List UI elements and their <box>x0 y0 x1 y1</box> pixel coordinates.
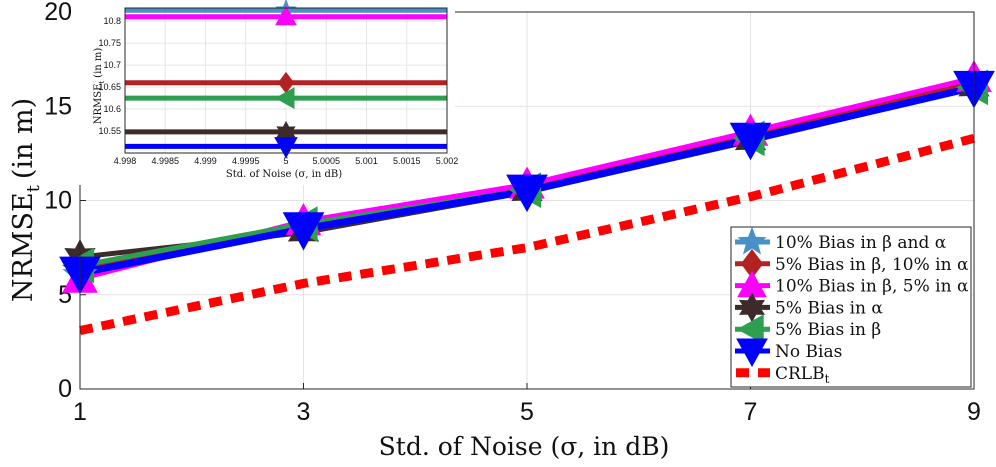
inset-x-axis-label: Std. of Noise (σ, in dB) <box>226 169 342 180</box>
legend-marker <box>736 338 768 368</box>
inset-series <box>125 0 447 159</box>
inset-ticks: 4.998 4.9985 4.999 4.9995 5 5.0005 5.001 5.0015… <box>98 16 458 166</box>
inset-x-tick-label: 4.9985 <box>151 156 179 166</box>
legend-crlb-label: CRLBt <box>775 364 830 386</box>
inset-x-tick-label: 5.001 <box>355 156 378 166</box>
y-tick-label: 10 <box>44 187 72 215</box>
main-ticks: 1 3 5 7 9 0 5 10 15 20 <box>44 0 981 426</box>
legend-marker <box>736 314 764 345</box>
y-axis-label: NRMSEt(in m) <box>8 98 44 302</box>
inset-x-tick-label: 5.002 <box>436 156 459 166</box>
legend-label: 5% Bias in β <box>775 320 881 340</box>
x-tick-label: 9 <box>967 398 981 426</box>
y-tick-label: 15 <box>44 92 72 120</box>
inset-frame <box>124 7 448 154</box>
inset-y-axis-label: NRMSEt(in m) <box>93 48 106 125</box>
legend-label: 5% Bias in β, 10% in α <box>775 255 969 275</box>
x-tick-label: 5 <box>520 398 534 426</box>
inset-x-tick-label: 4.999 <box>194 156 217 166</box>
inset-y-tick-label: 10.7 <box>103 60 121 70</box>
x-axis-label: Std. of Noise (σ, in dB) <box>379 432 670 461</box>
legend-box <box>730 226 972 388</box>
y-tick-label: 20 <box>44 0 72 26</box>
inset-series-marker <box>274 137 298 159</box>
inset-y-tick-label: 10.65 <box>98 82 121 92</box>
inset-y-tick-label: 10.6 <box>103 104 121 114</box>
main-plot-frame <box>79 11 975 390</box>
inset-background <box>72 2 455 185</box>
inset-x-tick-label: 5 <box>283 156 288 166</box>
inset-series-marker <box>275 5 297 26</box>
inset-y-tick-label: 10.8 <box>103 16 121 26</box>
y-tick-label: 0 <box>58 375 72 403</box>
x-tick-label: 7 <box>744 398 758 426</box>
legend-marker <box>737 226 767 255</box>
legend-items: 10% Bias in β and α5% Bias in β, 10% in … <box>735 226 969 386</box>
legend-label: 10% Bias in β and α <box>775 233 947 253</box>
legend-label: 5% Bias in α <box>775 298 883 318</box>
inset-series-marker <box>274 87 295 109</box>
inset-x-tick-label: 5.0015 <box>393 156 421 166</box>
x-tick-label: 1 <box>73 398 87 426</box>
inset-x-tick-label: 5.0005 <box>312 156 340 166</box>
legend-label: No Bias <box>775 342 842 362</box>
legend-label: 10% Bias in β, 5% in α <box>775 277 969 297</box>
x-tick-label: 3 <box>297 398 311 426</box>
inset-plot: 4.998 4.9985 4.999 4.9995 5 5.0005 5.001 5.0015… <box>72 0 458 185</box>
inset-x-tick-label: 4.998 <box>114 156 137 166</box>
series-marker <box>729 122 772 161</box>
crlb-series <box>79 133 976 335</box>
inset-y-tick-label: 10.55 <box>98 126 121 136</box>
crlb-line <box>79 133 976 335</box>
series-marker <box>506 174 548 213</box>
legend: 10% Bias in β and α5% Bias in β, 10% in … <box>730 226 972 388</box>
inset-y-tick-label: 10.75 <box>98 38 121 48</box>
inset-x-tick-label: 4.9995 <box>232 156 260 166</box>
series-marker <box>282 212 325 250</box>
